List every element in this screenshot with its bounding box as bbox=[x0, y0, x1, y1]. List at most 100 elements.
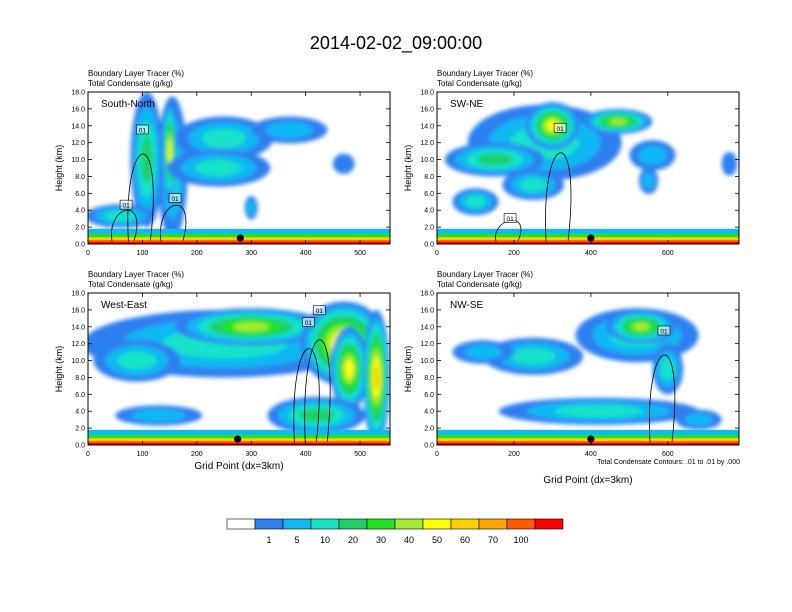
y-tick-label: 0.0 bbox=[75, 443, 85, 450]
y-axis-label: Height (km) bbox=[54, 145, 64, 192]
x-tick-label: 400 bbox=[300, 250, 312, 257]
boundary-layer-band-4 bbox=[88, 241, 390, 244]
colorbar-swatch bbox=[506, 518, 536, 530]
tracer-field bbox=[437, 293, 739, 445]
plume-6-level-2 bbox=[638, 145, 667, 165]
contour-label-box bbox=[503, 213, 517, 223]
panel-label: South-North bbox=[101, 99, 155, 110]
plume-6-level-3 bbox=[117, 351, 157, 370]
panel-label: West-East bbox=[101, 300, 147, 311]
condensate-contour bbox=[304, 339, 331, 443]
contour-note: Total Condensate Contours: .01 to .01 by… bbox=[597, 459, 740, 466]
y-tick-label: 16.0 bbox=[420, 307, 434, 314]
plume-1-level-7 bbox=[168, 140, 172, 162]
location-marker bbox=[234, 435, 242, 443]
colorbar-swatch bbox=[226, 518, 256, 530]
y-tick-label: 10.0 bbox=[71, 358, 85, 365]
panel-label: NW-SE bbox=[450, 300, 483, 311]
y-tick-label: 10.0 bbox=[420, 157, 434, 164]
condensate-contour bbox=[648, 354, 676, 443]
colorbar-label: 40 bbox=[404, 535, 414, 545]
colorbar-swatch bbox=[422, 518, 452, 530]
colorbar-swatch bbox=[478, 518, 508, 530]
colorbar-label: 20 bbox=[348, 535, 358, 545]
y-tick-label: 10.0 bbox=[71, 157, 85, 164]
colorbar-swatch bbox=[310, 518, 340, 530]
y-tick-label: 12.0 bbox=[71, 140, 85, 147]
y-tick-label: 18.0 bbox=[420, 291, 434, 298]
y-tick-label: 6.0 bbox=[75, 191, 85, 198]
panel-bottom-left: Boundary Layer Tracer (%)Total Condensat… bbox=[54, 270, 391, 472]
panel-title-line2: Total Condensate (g/kg) bbox=[88, 280, 173, 289]
y-tick-label: 12.0 bbox=[71, 341, 85, 348]
y-tick-label: 0.0 bbox=[75, 242, 85, 249]
y-tick-label: 2.0 bbox=[75, 225, 85, 232]
boundary-layer-band-4 bbox=[88, 442, 390, 445]
colorbar: 1 5 10 20 30 40 50 60 70 100 bbox=[226, 518, 564, 545]
contour-label-box bbox=[553, 123, 567, 133]
y-tick-label: 8.0 bbox=[75, 375, 85, 382]
tracer-field bbox=[88, 92, 390, 244]
contour-label-box bbox=[302, 317, 315, 327]
colorbar-label: 50 bbox=[432, 535, 442, 545]
x-tick-label: 300 bbox=[245, 451, 257, 458]
contour-label-box bbox=[168, 193, 182, 203]
y-tick-label: 18.0 bbox=[71, 90, 85, 97]
panel-top-left: Boundary Layer Tracer (%)Total Condensat… bbox=[54, 69, 391, 257]
colorbar-label: 70 bbox=[488, 535, 498, 545]
contour-label-box bbox=[136, 124, 149, 135]
y-tick-label: 14.0 bbox=[420, 123, 434, 130]
colorbar-swatch bbox=[254, 518, 284, 530]
panel-label: SW-NE bbox=[450, 99, 483, 110]
x-tick-label: 500 bbox=[354, 250, 366, 257]
y-tick-label: 8.0 bbox=[424, 174, 434, 181]
y-tick-label: 16.0 bbox=[71, 106, 85, 113]
panel-title-line1: Boundary Layer Tracer (%) bbox=[88, 69, 184, 78]
x-tick-label: 200 bbox=[191, 451, 203, 458]
colorbar-swatch bbox=[338, 518, 368, 530]
plume-8-level-1 bbox=[721, 151, 738, 176]
y-tick-label: 18.0 bbox=[420, 90, 434, 97]
condensate-contour bbox=[111, 209, 138, 242]
condensate-contour bbox=[545, 152, 572, 242]
x-tick-label: 400 bbox=[585, 250, 597, 257]
plume-5-level-3 bbox=[519, 178, 547, 192]
y-tick-label: 6.0 bbox=[424, 392, 434, 399]
y-tick-label: 6.0 bbox=[424, 191, 434, 198]
plume-1-level-6 bbox=[632, 322, 650, 331]
y-axis-label: Height (km) bbox=[54, 346, 64, 393]
panel-title-line2: Total Condensate (g/kg) bbox=[88, 79, 173, 88]
y-tick-label: 14.0 bbox=[420, 324, 434, 331]
y-tick-label: 4.0 bbox=[75, 208, 85, 215]
plume-4-level-3 bbox=[554, 405, 644, 418]
plume-1-level-6 bbox=[232, 322, 270, 332]
contour-label: 01 bbox=[506, 216, 514, 223]
colorbar-swatch bbox=[282, 518, 312, 530]
contour-label-box bbox=[312, 305, 326, 316]
contour-label: 01 bbox=[305, 320, 313, 327]
panel-bottom-right: Boundary Layer Tracer (%)Total Condensat… bbox=[403, 270, 740, 486]
plume-4-level-8 bbox=[373, 364, 379, 391]
tracer-field bbox=[437, 92, 739, 244]
x-tick-label: 300 bbox=[245, 250, 257, 257]
location-marker bbox=[236, 234, 244, 242]
y-axis-label: Height (km) bbox=[403, 145, 413, 192]
contour-label: 01 bbox=[660, 329, 668, 336]
plume-3-level-2 bbox=[464, 344, 503, 360]
plume-7-level-2 bbox=[247, 200, 256, 215]
y-tick-label: 16.0 bbox=[71, 307, 85, 314]
condensate-contour bbox=[293, 348, 320, 443]
y-tick-label: 0.0 bbox=[424, 242, 434, 249]
contour-label: 01 bbox=[171, 196, 179, 203]
x-tick-label: 0 bbox=[86, 451, 90, 458]
contour-label: 01 bbox=[556, 126, 564, 133]
location-marker bbox=[587, 234, 595, 242]
y-tick-label: 0.0 bbox=[424, 443, 434, 450]
panel-title-line1: Boundary Layer Tracer (%) bbox=[437, 69, 533, 78]
plume-5-level-3 bbox=[195, 159, 242, 177]
contour-label-box bbox=[119, 199, 133, 210]
x-axis-label: Grid Point (dx=3km) bbox=[194, 461, 283, 472]
location-marker bbox=[587, 435, 595, 443]
y-tick-label: 2.0 bbox=[424, 426, 434, 433]
